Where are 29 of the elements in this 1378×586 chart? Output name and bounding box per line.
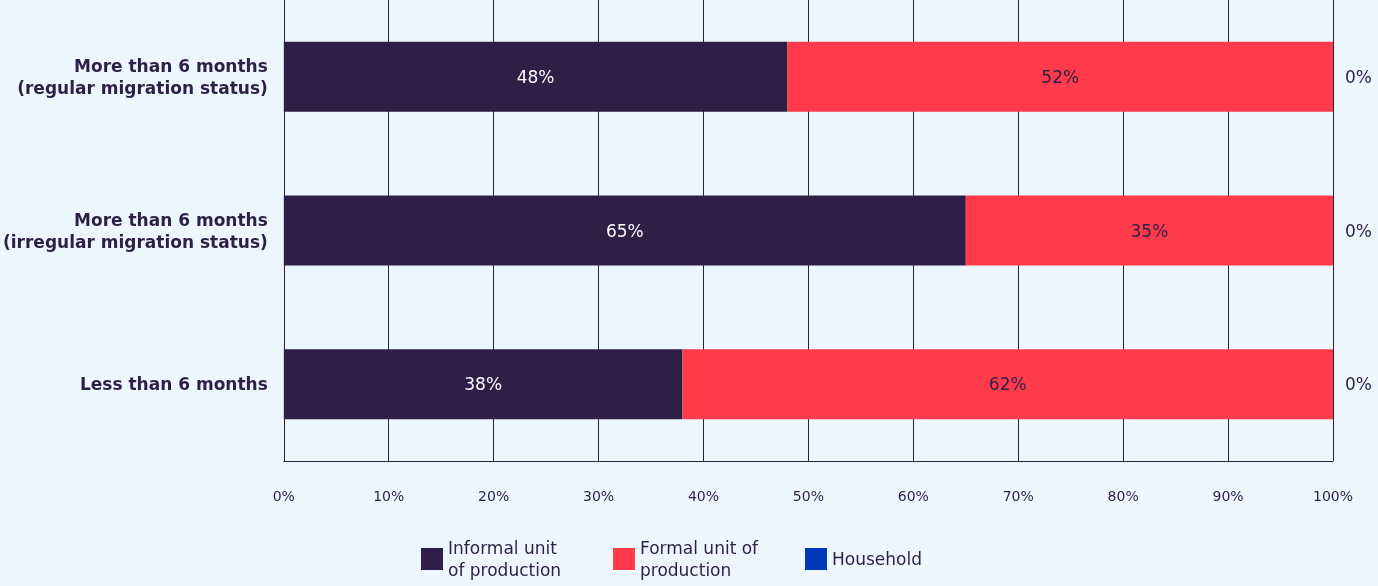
- bar: [965, 195, 1333, 266]
- x-tick-label: 70%: [1002, 488, 1034, 504]
- legend-label: Household: [832, 549, 922, 569]
- data-label: 0%: [1345, 66, 1372, 87]
- x-tick-label: 60%: [897, 488, 929, 504]
- data-label: 48%: [516, 66, 555, 87]
- x-tick-label: 50%: [792, 488, 824, 504]
- x-tick-label: 40%: [687, 488, 720, 504]
- legend-label: Formal unit of production: [640, 538, 764, 580]
- x-tick-label: 90%: [1212, 488, 1244, 504]
- y-tick-label: Less than 6 months: [79, 374, 268, 395]
- bar: [787, 41, 1333, 112]
- data-label: 65%: [605, 220, 644, 241]
- y-tick-label: More than 6 months (regular migration status): [17, 55, 268, 98]
- legend-label: Informal unit of production: [448, 538, 563, 580]
- y-tick-label: More than 6 months (irregular migration status): [2, 209, 268, 252]
- x-tick-label: 20%: [478, 488, 510, 504]
- data-label: 62%: [988, 374, 1027, 395]
- x-tick-label: 0%: [272, 488, 295, 504]
- x-tick-label: 80%: [1107, 488, 1139, 504]
- data-label: 35%: [1130, 220, 1169, 241]
- bar: [682, 349, 1333, 420]
- data-label: 52%: [1041, 66, 1080, 87]
- x-tick-label: 100%: [1312, 488, 1354, 504]
- data-label: 0%: [1345, 374, 1372, 395]
- x-tick-label: 10%: [373, 488, 405, 504]
- data-label: 0%: [1345, 220, 1372, 241]
- x-tick-label: 30%: [583, 488, 615, 504]
- data-label: 38%: [464, 374, 503, 395]
